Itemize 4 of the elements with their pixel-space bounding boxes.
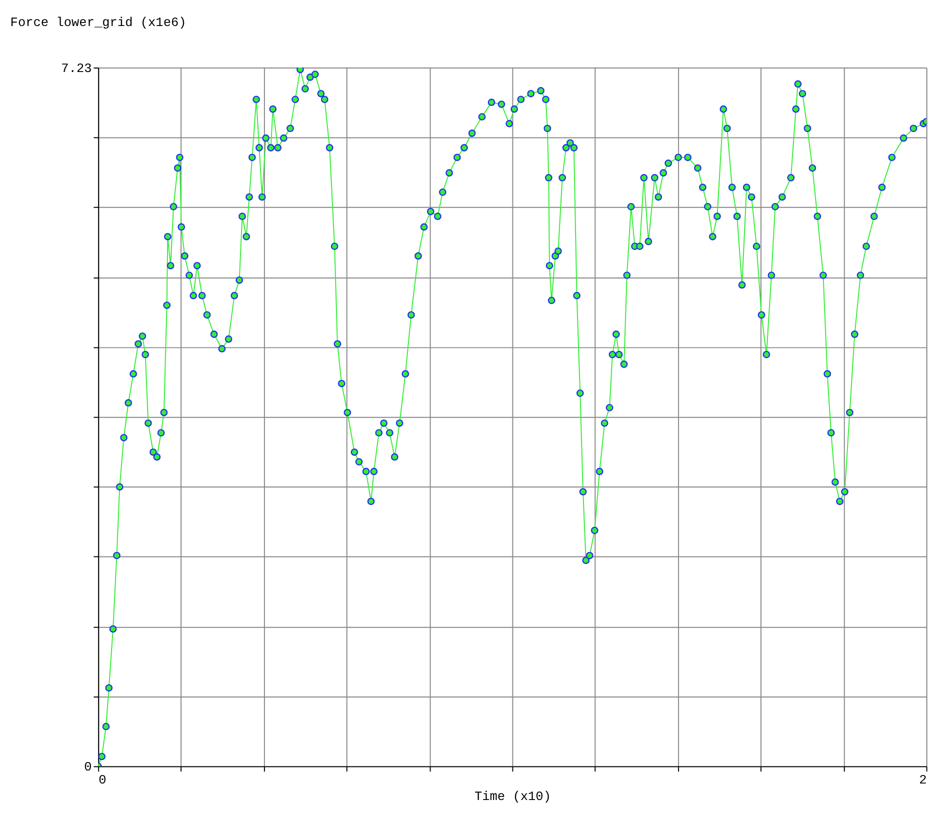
x-tick-label: 2 bbox=[919, 772, 927, 788]
y-tick-label: 7.23 bbox=[61, 60, 92, 76]
y-axis-title: Force lower_grid (x1e6) bbox=[10, 14, 186, 30]
x-axis-title: Time (x10) bbox=[474, 789, 551, 804]
